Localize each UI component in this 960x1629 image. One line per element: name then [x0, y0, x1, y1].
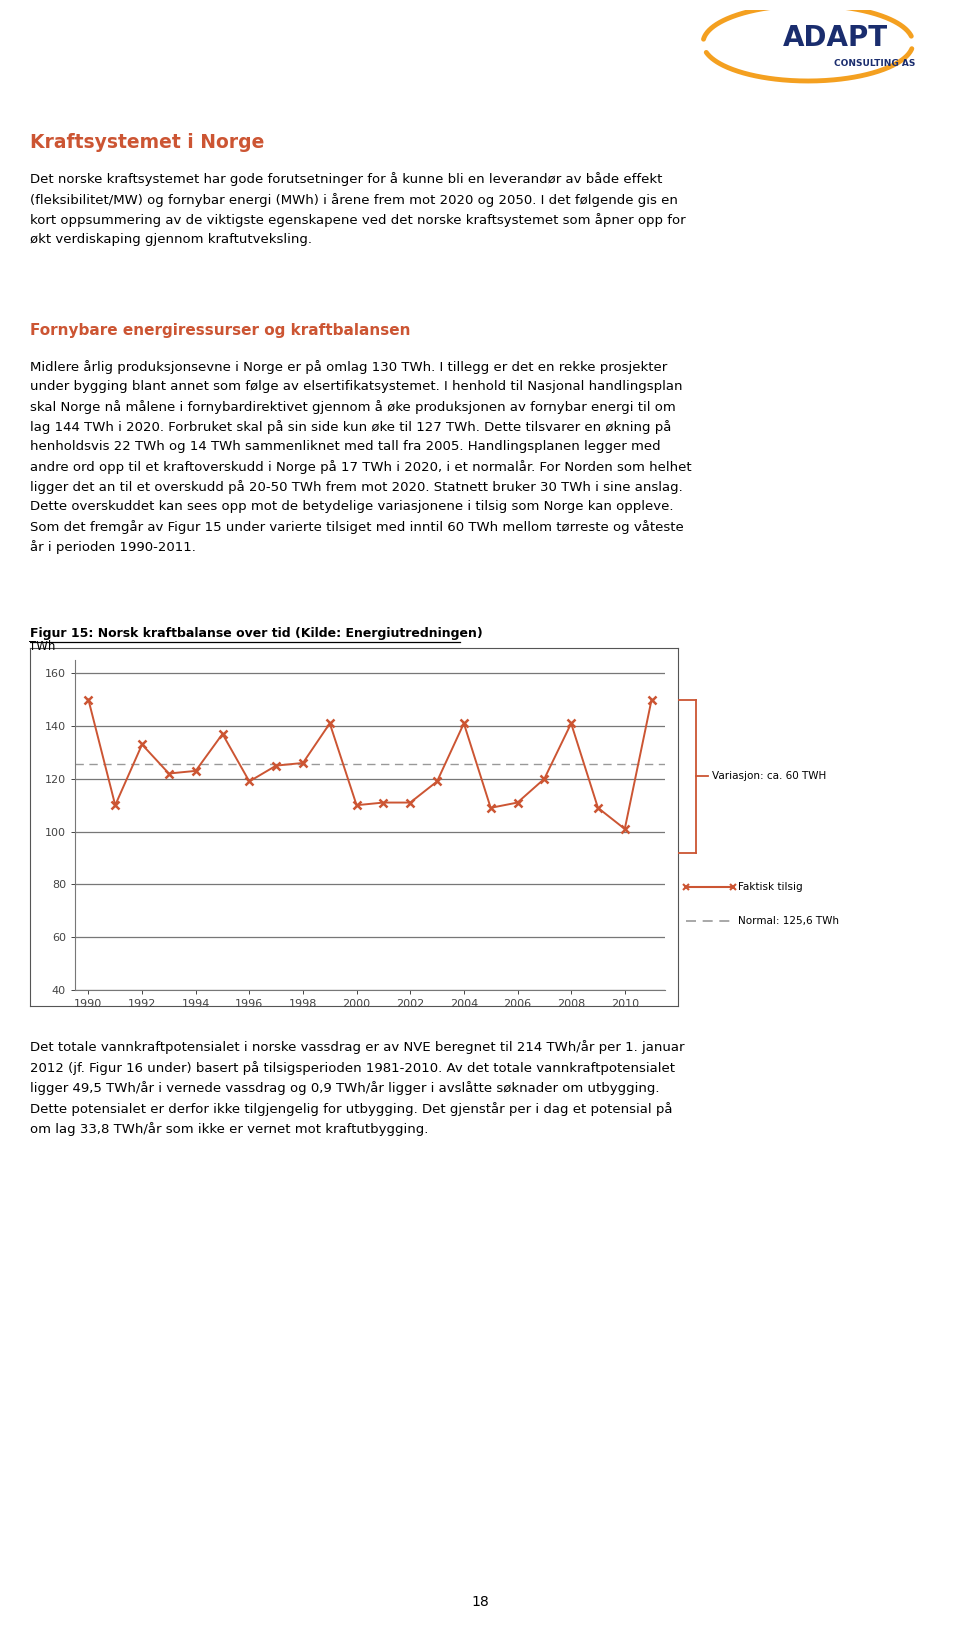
Text: Faktisk tilsig: Faktisk tilsig	[738, 881, 803, 893]
Text: Midlere årlig produksjonsevne i Norge er på omlag 130 TWh. I tillegg er det en r: Midlere årlig produksjonsevne i Norge er…	[30, 360, 691, 554]
Text: Det norske kraftsystemet har gode forutsetninger for å kunne bli en leverandør a: Det norske kraftsystemet har gode foruts…	[30, 173, 685, 246]
Text: Normal: 125,6 TWh: Normal: 125,6 TWh	[738, 917, 839, 927]
Text: Variasjon: ca. 60 TWH: Variasjon: ca. 60 TWH	[712, 771, 827, 782]
Text: ADAPT: ADAPT	[782, 24, 888, 52]
Text: Fornybare energiressurser og kraftbalansen: Fornybare energiressurser og kraftbalans…	[30, 324, 411, 339]
Text: Figur 15: Norsk kraftbalanse over tid (Kilde: Energiutredningen): Figur 15: Norsk kraftbalanse over tid (K…	[30, 627, 483, 640]
Text: CONSULTING AS: CONSULTING AS	[834, 59, 916, 67]
Text: Det totale vannkraftpotensialet i norske vassdrag er av NVE beregnet til 214 TWh: Det totale vannkraftpotensialet i norske…	[30, 1039, 684, 1135]
Y-axis label: TWh: TWh	[30, 640, 56, 653]
Text: Kraftsystemet i Norge: Kraftsystemet i Norge	[30, 132, 264, 151]
Text: 18: 18	[471, 1595, 489, 1609]
